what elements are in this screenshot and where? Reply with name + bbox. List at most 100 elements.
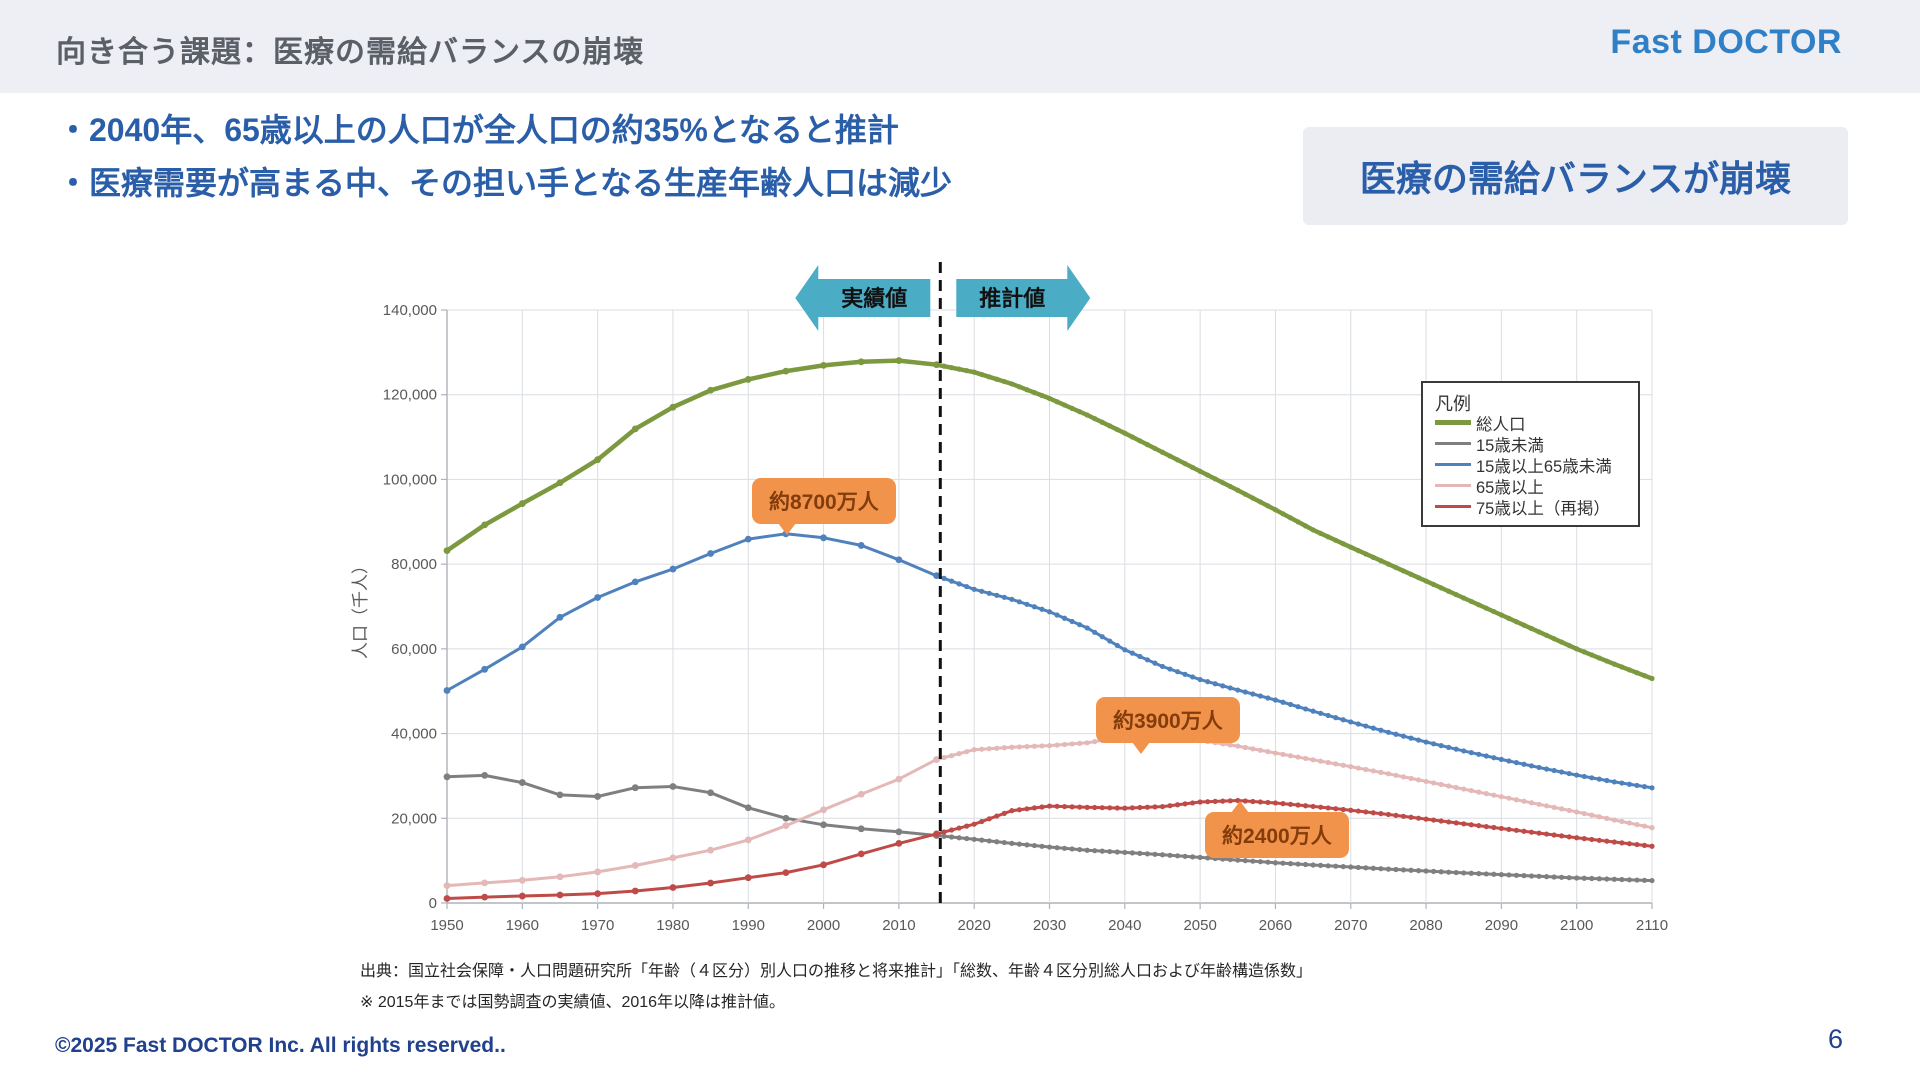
data-point <box>1536 873 1542 879</box>
data-point <box>1212 681 1218 687</box>
x-tick-label: 2090 <box>1485 917 1518 934</box>
data-point <box>1611 817 1617 823</box>
data-point <box>1385 729 1392 735</box>
data-point <box>1378 811 1384 817</box>
data-point <box>1641 823 1648 829</box>
data-point <box>1197 799 1203 805</box>
key-points: ・2040年、65歳以上の人口が全人口の約35%となると推計 ・医療需要が高まる… <box>57 104 952 210</box>
data-point <box>1574 875 1580 881</box>
data-point <box>1589 652 1595 658</box>
data-point <box>1114 426 1120 433</box>
data-point <box>1596 776 1602 782</box>
data-point <box>1235 857 1241 863</box>
data-point <box>1167 666 1173 672</box>
data-point <box>1092 804 1098 811</box>
data-point <box>1016 841 1022 847</box>
data-point <box>1551 832 1557 838</box>
data-point <box>1031 842 1038 849</box>
data-point <box>1641 673 1648 679</box>
data-point <box>986 838 992 844</box>
data-point <box>1325 805 1331 811</box>
data-point <box>1257 693 1263 699</box>
data-point <box>1423 778 1429 785</box>
data-point <box>1197 468 1203 474</box>
data-point <box>1325 712 1331 719</box>
data-point <box>1265 859 1271 865</box>
data-point <box>1408 775 1414 781</box>
data-point <box>1506 826 1512 832</box>
data-point <box>1069 846 1075 852</box>
data-point <box>1461 870 1467 876</box>
x-tick-label: 2060 <box>1259 917 1292 934</box>
data-point <box>1581 649 1587 655</box>
data-point <box>1641 842 1648 848</box>
data-point <box>1212 476 1218 482</box>
data-point <box>1574 646 1580 652</box>
data-point <box>1257 859 1263 865</box>
data-point <box>1318 804 1324 810</box>
data-point <box>1046 803 1053 809</box>
data-point <box>1430 741 1437 747</box>
data-point <box>1408 814 1414 820</box>
data-point <box>1476 823 1482 829</box>
data-point <box>1265 503 1271 509</box>
data-point <box>1626 667 1633 673</box>
data-point <box>994 745 1000 751</box>
data-point <box>971 747 977 753</box>
data-point <box>1250 798 1256 805</box>
data-point <box>964 823 970 829</box>
data-point <box>1446 819 1452 825</box>
data-point <box>820 534 827 542</box>
x-tick-label: 1950 <box>430 917 463 934</box>
legend-item: 65歳以上 <box>1435 475 1630 497</box>
data-point <box>1363 809 1369 815</box>
data-point <box>1521 798 1527 804</box>
data-point <box>1363 551 1369 557</box>
projection-arrow-right-icon <box>956 265 1091 331</box>
data-point <box>707 550 714 557</box>
data-point <box>857 542 865 549</box>
data-point <box>1400 733 1407 739</box>
data-point <box>1521 761 1527 767</box>
data-point <box>1355 864 1361 871</box>
data-point <box>1250 691 1256 697</box>
x-tick-label: 2110 <box>1636 917 1668 934</box>
data-point <box>1483 823 1489 830</box>
data-point <box>1333 537 1339 543</box>
data-point <box>1302 523 1309 529</box>
data-point <box>933 830 940 838</box>
data-point <box>1295 802 1301 808</box>
data-point <box>956 835 962 841</box>
callout-87-million: 約8700万人 <box>752 478 896 535</box>
data-point <box>1543 803 1550 809</box>
data-point <box>1543 874 1550 880</box>
legend-swatch <box>1435 420 1471 425</box>
data-point <box>1205 799 1211 805</box>
data-point <box>1619 818 1625 825</box>
data-point <box>1054 803 1060 809</box>
data-point <box>481 665 489 673</box>
data-point <box>1137 850 1143 856</box>
data-point <box>1272 860 1279 866</box>
data-point <box>1325 759 1331 766</box>
data-point <box>1287 861 1294 867</box>
data-point <box>744 804 752 812</box>
data-point <box>1528 763 1535 769</box>
data-point <box>1054 399 1060 405</box>
highlight-box: 医療の需給バランスが崩壊 <box>1303 127 1848 225</box>
data-point <box>1084 625 1090 631</box>
data-point <box>1370 554 1376 560</box>
data-point <box>1453 592 1459 598</box>
data-point <box>1152 851 1158 857</box>
data-point <box>1031 604 1038 610</box>
data-point <box>1107 848 1113 855</box>
data-point <box>1302 861 1309 868</box>
data-point <box>1287 753 1294 759</box>
data-point <box>1340 762 1346 768</box>
data-point <box>964 583 970 590</box>
data-point <box>1046 844 1053 850</box>
data-point <box>1423 739 1429 745</box>
data-point <box>964 368 970 374</box>
